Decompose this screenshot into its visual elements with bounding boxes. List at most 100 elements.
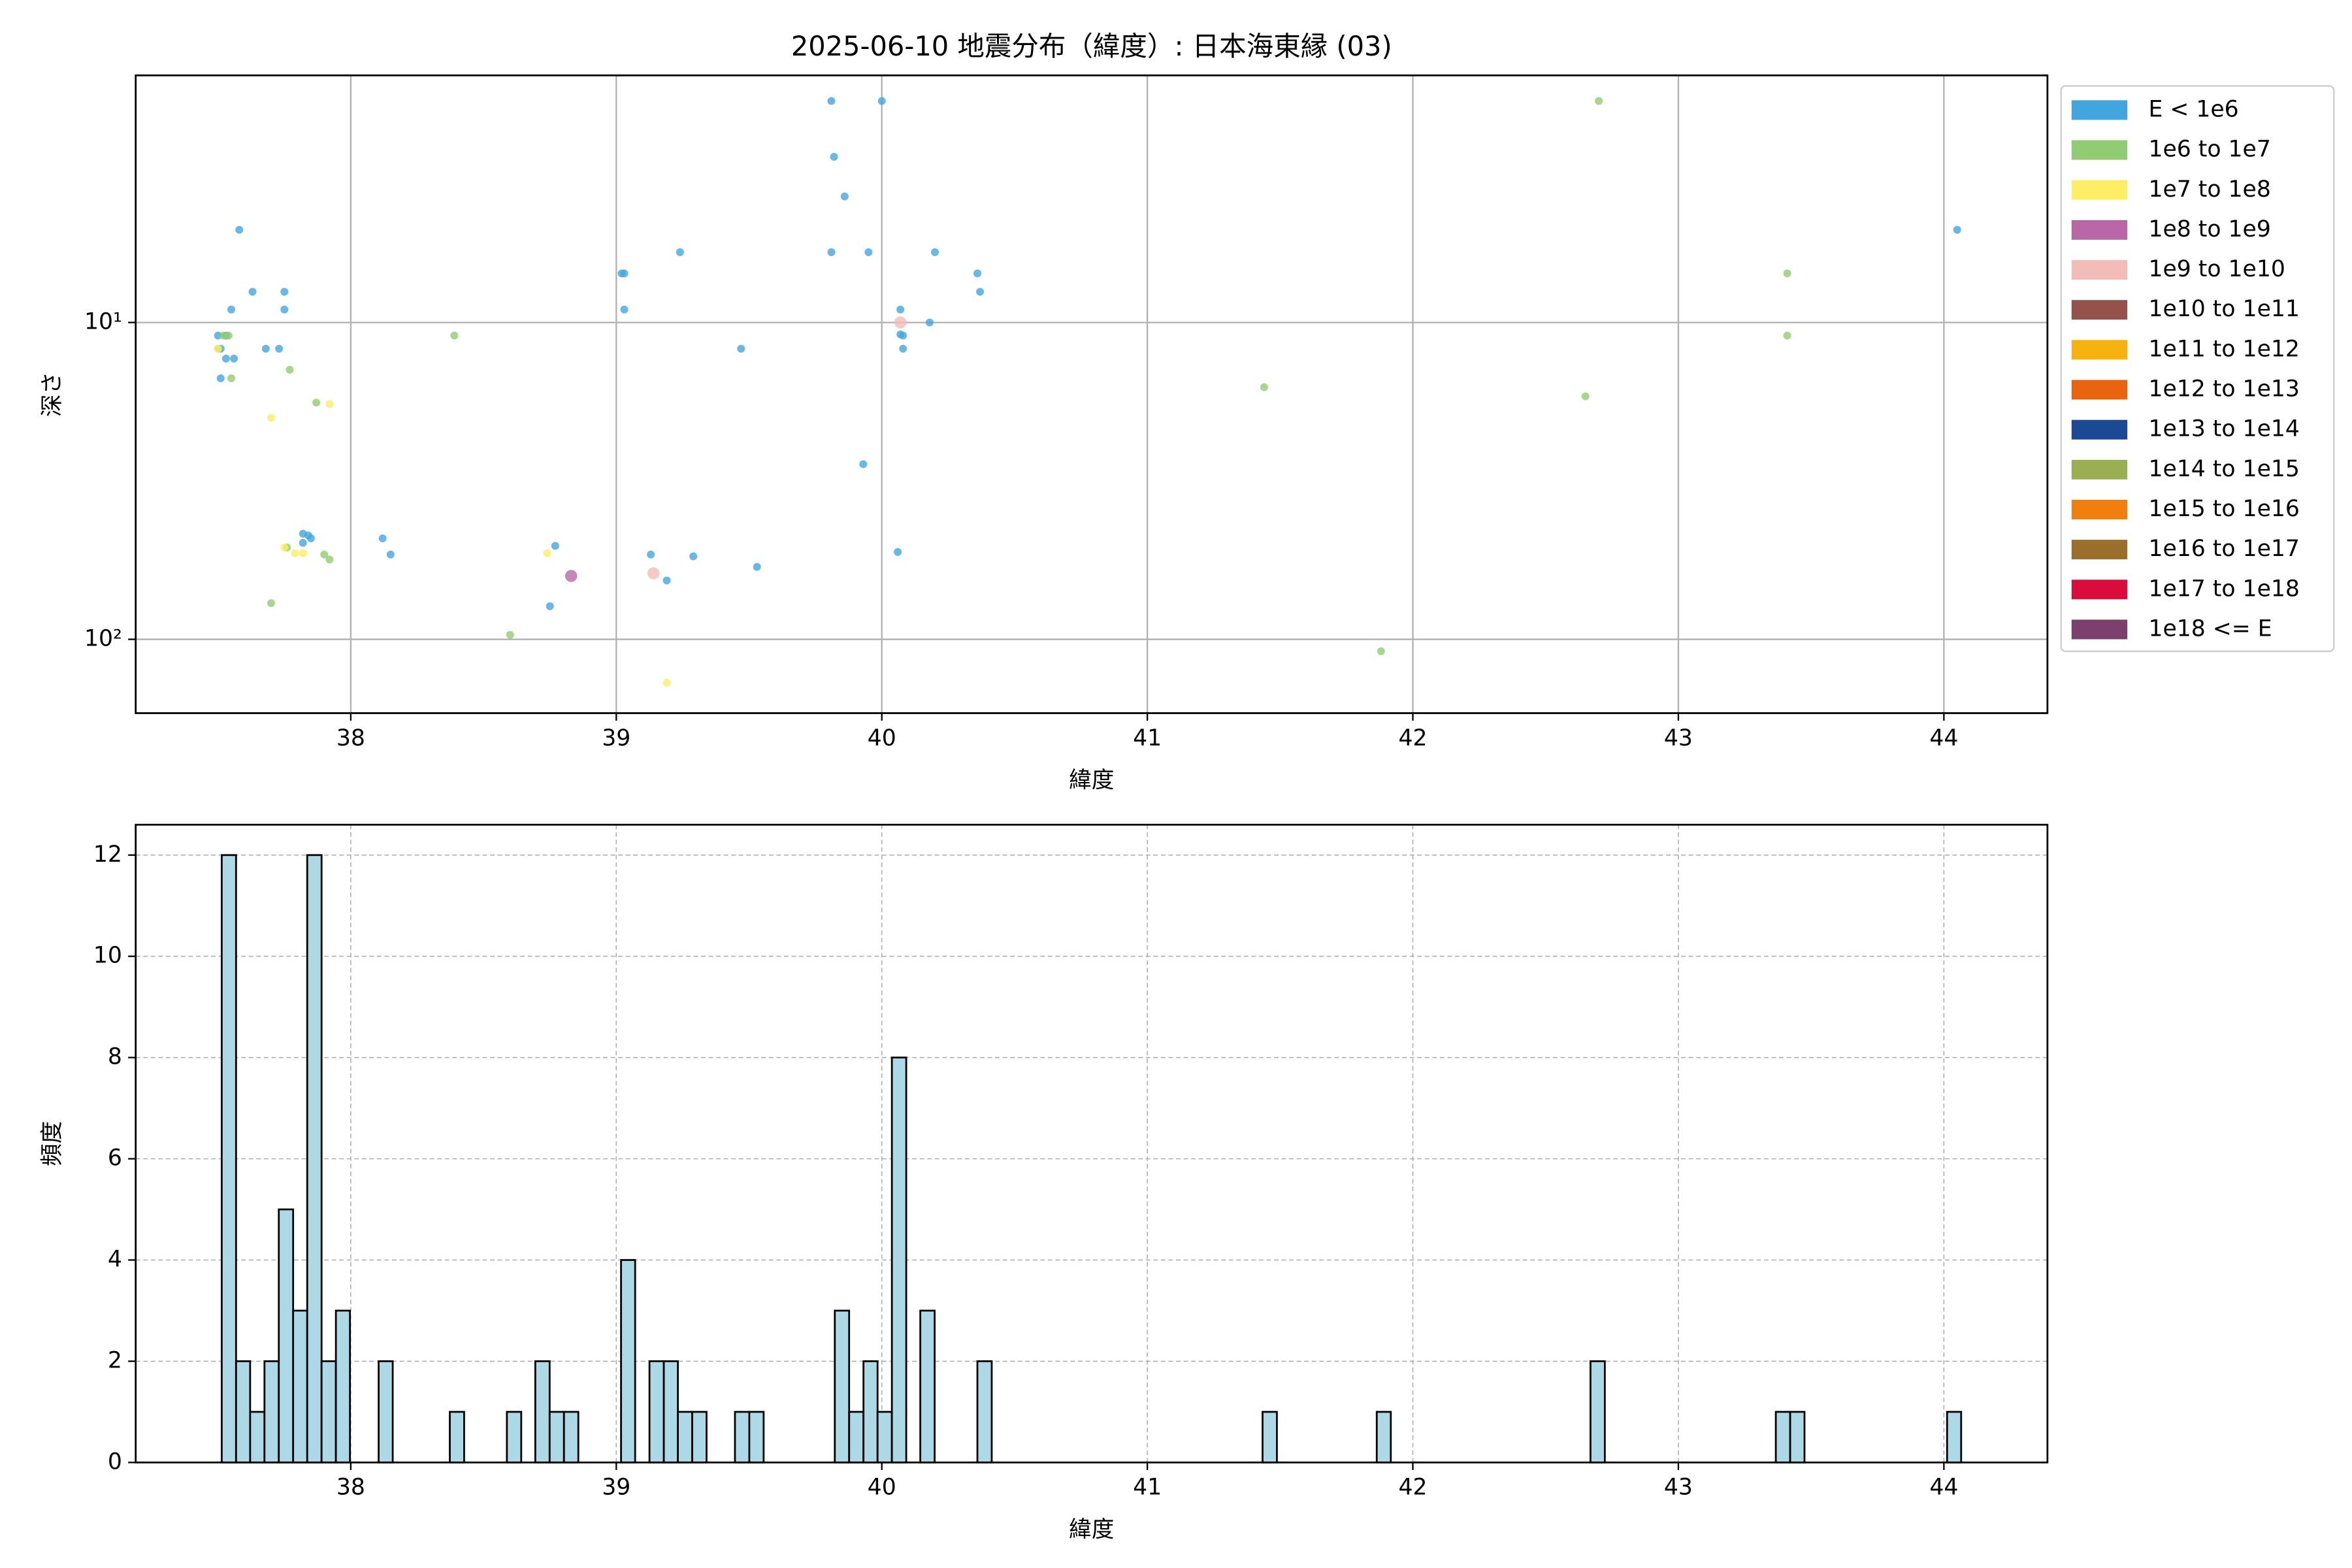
y-tick-label: 6: [108, 1145, 122, 1171]
x-axis-label: 緯度: [1069, 1516, 1114, 1543]
legend-label: 1e11 to 1e12: [2148, 336, 2299, 362]
scatter-point: [230, 354, 238, 363]
y-tick-label: 4: [108, 1247, 122, 1273]
scatter-point: [227, 374, 235, 382]
scatter-point: [216, 374, 225, 382]
legend-label: 1e12 to 1e13: [2148, 376, 2299, 402]
histogram-bar: [335, 1309, 351, 1463]
scatter-point: [1783, 269, 1791, 278]
legend-label: 1e8 to 1e9: [2148, 216, 2270, 242]
histogram-bar: [834, 1309, 851, 1463]
legend-label: 1e13 to 1e14: [2148, 416, 2299, 442]
chart-title: 2025-06-10 地震分布（緯度）: 日本海東縁 (03): [791, 30, 1392, 62]
scatter-point: [450, 331, 459, 340]
scatter-point: [899, 331, 907, 340]
legend-label: E < 1e6: [2148, 96, 2238, 122]
x-tick-label: 39: [602, 725, 630, 751]
histogram-bar: [620, 1259, 636, 1463]
x-tick-label: 43: [1664, 725, 1693, 751]
histogram-bar: [506, 1411, 523, 1463]
scatter-point: [877, 97, 886, 105]
scatter-point: [827, 248, 836, 257]
legend-swatch: [2071, 459, 2128, 480]
scatter-point: [235, 225, 244, 234]
scatter-point: [737, 344, 745, 353]
scatter-point: [280, 287, 289, 296]
y-tick-label: 0: [108, 1448, 122, 1475]
scatter-point: [864, 248, 873, 257]
scatter-point: [325, 555, 334, 564]
legend-swatch: [2071, 619, 2128, 640]
histogram-bar: [862, 1360, 879, 1463]
histogram-bar: [320, 1360, 337, 1463]
scatter-point: [224, 331, 233, 340]
histogram-bar: [263, 1360, 280, 1463]
x-tick-label: 40: [868, 725, 896, 751]
x-tick-label: 42: [1399, 725, 1428, 751]
scatter-point: [312, 399, 321, 407]
histogram-bar: [1375, 1411, 1392, 1463]
scatter-point: [620, 269, 629, 278]
scatter-point: [1260, 383, 1268, 391]
scatter-point: [386, 550, 395, 559]
plot-frame: [135, 823, 2049, 1463]
histogram-bar: [235, 1360, 252, 1463]
scatter-point: [306, 534, 315, 542]
scatter-point: [899, 344, 907, 353]
histogram-bar: [1590, 1360, 1606, 1463]
y-tick-label: 10²: [84, 626, 122, 652]
y-tick-label: 12: [93, 841, 122, 868]
scatter-point: [299, 549, 307, 557]
legend-swatch: [2071, 220, 2128, 240]
legend-swatch: [2071, 260, 2128, 280]
scatter-point: [689, 552, 698, 561]
y-tick-label: 8: [108, 1044, 122, 1070]
scatter-point: [859, 460, 868, 468]
y-tick-label: 10¹: [84, 309, 122, 335]
scatter-point: [280, 543, 289, 551]
legend-label: 1e9 to 1e10: [2148, 256, 2285, 282]
scatter-point: [925, 318, 934, 327]
histogram-bar: [563, 1411, 580, 1463]
histogram-bar: [306, 854, 323, 1463]
histogram-bar: [1789, 1411, 1806, 1463]
scatter-point: [894, 547, 902, 556]
histogram-bar: [449, 1411, 465, 1463]
histogram-bar: [548, 1411, 565, 1463]
legend-label: 1e6 to 1e7: [2148, 137, 2270, 163]
scatter-point: [1783, 331, 1791, 340]
scatter-point: [647, 550, 655, 559]
histogram-bar: [1262, 1411, 1278, 1463]
scatter-point: [753, 563, 761, 571]
histogram-bar: [691, 1411, 708, 1463]
x-tick-label: 38: [336, 725, 365, 751]
y-axis-label: 深さ: [39, 372, 65, 417]
x-tick-label: 40: [868, 1475, 896, 1501]
scatter-point: [267, 599, 275, 608]
legend-swatch: [2071, 500, 2128, 519]
legend-swatch: [2071, 300, 2128, 320]
scatter-point: [543, 549, 551, 557]
scatter-point: [551, 542, 559, 550]
scatter-point: [1595, 97, 1603, 105]
scatter-point: [267, 414, 275, 422]
scatter-point: [1953, 225, 1961, 234]
scatter-point: [976, 287, 985, 296]
histogram-bar: [1774, 1411, 1791, 1463]
histogram-bar: [748, 1411, 765, 1463]
scatter-point: [320, 550, 329, 559]
legend-swatch: [2071, 340, 2128, 360]
legend-swatch: [2071, 180, 2128, 200]
scatter-point: [291, 549, 299, 557]
histogram-bar: [677, 1411, 693, 1463]
legend-label: 1e7 to 1e8: [2148, 176, 2270, 203]
legend-label: 1e15 to 1e16: [2148, 496, 2299, 522]
scatter-point: [1377, 647, 1385, 655]
y-tick-label: 10: [93, 943, 122, 969]
scatter-point: [840, 192, 849, 201]
plot-frame: [135, 74, 2049, 714]
legend-swatch: [2071, 580, 2128, 600]
x-tick-label: 39: [602, 1475, 630, 1501]
legend-label: 1e14 to 1e15: [2148, 456, 2299, 482]
legend-swatch: [2071, 100, 2128, 120]
